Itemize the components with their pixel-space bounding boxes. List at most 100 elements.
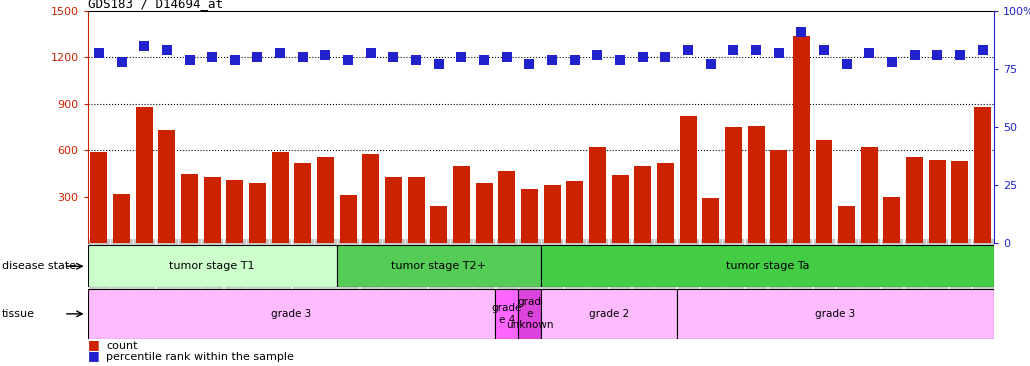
Point <box>589 52 606 58</box>
Text: ■: ■ <box>88 349 99 362</box>
Point <box>272 50 288 56</box>
Point <box>181 57 198 63</box>
Text: grade 3: grade 3 <box>815 309 856 319</box>
Bar <box>612 175 628 243</box>
Bar <box>453 166 470 243</box>
Bar <box>677 289 994 339</box>
Text: grade 3: grade 3 <box>271 309 312 319</box>
Bar <box>113 194 130 243</box>
Bar <box>337 245 541 287</box>
Bar <box>88 245 337 287</box>
Point <box>227 57 243 63</box>
Bar <box>657 163 674 243</box>
Bar <box>544 184 560 243</box>
Bar <box>589 147 606 243</box>
Point <box>680 48 696 53</box>
Point <box>748 48 764 53</box>
Point <box>906 52 923 58</box>
Bar <box>929 160 946 243</box>
Bar <box>952 161 968 243</box>
Point <box>385 55 402 60</box>
Point <box>816 48 832 53</box>
Point <box>657 55 674 60</box>
Text: ■: ■ <box>88 338 99 351</box>
Bar <box>499 171 515 243</box>
Point <box>340 57 356 63</box>
Point <box>544 57 560 63</box>
Point <box>634 55 651 60</box>
Bar <box>521 189 538 243</box>
Bar <box>91 152 107 243</box>
Bar <box>204 177 220 243</box>
Text: grad
e
unknown: grad e unknown <box>506 297 553 330</box>
Text: disease state: disease state <box>2 261 76 271</box>
Bar <box>408 177 424 243</box>
Bar <box>363 153 379 243</box>
Bar <box>495 289 518 339</box>
Bar <box>272 152 288 243</box>
Bar <box>136 107 152 243</box>
Bar <box>385 177 402 243</box>
Bar <box>725 127 742 243</box>
Bar <box>249 183 266 243</box>
Bar <box>88 289 495 339</box>
Bar <box>541 245 994 287</box>
Point <box>363 50 379 56</box>
Bar <box>906 157 923 243</box>
Point <box>159 48 175 53</box>
Bar <box>295 163 311 243</box>
Bar <box>838 206 855 243</box>
Point <box>317 52 334 58</box>
Point <box>476 57 492 63</box>
Point <box>408 57 424 63</box>
Bar <box>541 289 677 339</box>
Text: tumor stage Ta: tumor stage Ta <box>725 261 810 271</box>
Text: grade 2: grade 2 <box>588 309 629 319</box>
Point <box>793 29 810 35</box>
Bar <box>476 183 492 243</box>
Point <box>884 59 900 65</box>
Bar <box>816 139 832 243</box>
Text: GDS183 / D14694_at: GDS183 / D14694_at <box>88 0 222 10</box>
Bar <box>566 182 583 243</box>
Bar <box>861 147 878 243</box>
Bar <box>159 130 175 243</box>
Bar <box>431 206 447 243</box>
Point <box>612 57 628 63</box>
Text: grade
e 4: grade e 4 <box>491 303 522 325</box>
Bar <box>748 126 764 243</box>
Point <box>295 55 311 60</box>
Bar <box>770 150 787 243</box>
Bar <box>884 197 900 243</box>
Point <box>725 48 742 53</box>
Point <box>974 48 991 53</box>
Point <box>521 61 538 67</box>
Point <box>861 50 878 56</box>
Bar <box>518 289 541 339</box>
Point <box>566 57 583 63</box>
Text: tissue: tissue <box>2 309 35 319</box>
Bar <box>680 116 696 243</box>
Point <box>499 55 515 60</box>
Bar <box>974 107 991 243</box>
Text: tumor stage T2+: tumor stage T2+ <box>391 261 486 271</box>
Text: percentile rank within the sample: percentile rank within the sample <box>106 352 294 362</box>
Point <box>249 55 266 60</box>
Bar <box>227 180 243 243</box>
Point <box>453 55 470 60</box>
Bar <box>317 157 334 243</box>
Point <box>770 50 787 56</box>
Point <box>929 52 946 58</box>
Point <box>952 52 968 58</box>
Point <box>702 61 719 67</box>
Bar <box>181 174 198 243</box>
Point <box>91 50 107 56</box>
Bar <box>634 166 651 243</box>
Bar <box>340 195 356 243</box>
Bar <box>702 198 719 243</box>
Point <box>136 43 152 49</box>
Bar <box>793 36 810 243</box>
Point <box>838 61 855 67</box>
Point <box>431 61 447 67</box>
Point <box>113 59 130 65</box>
